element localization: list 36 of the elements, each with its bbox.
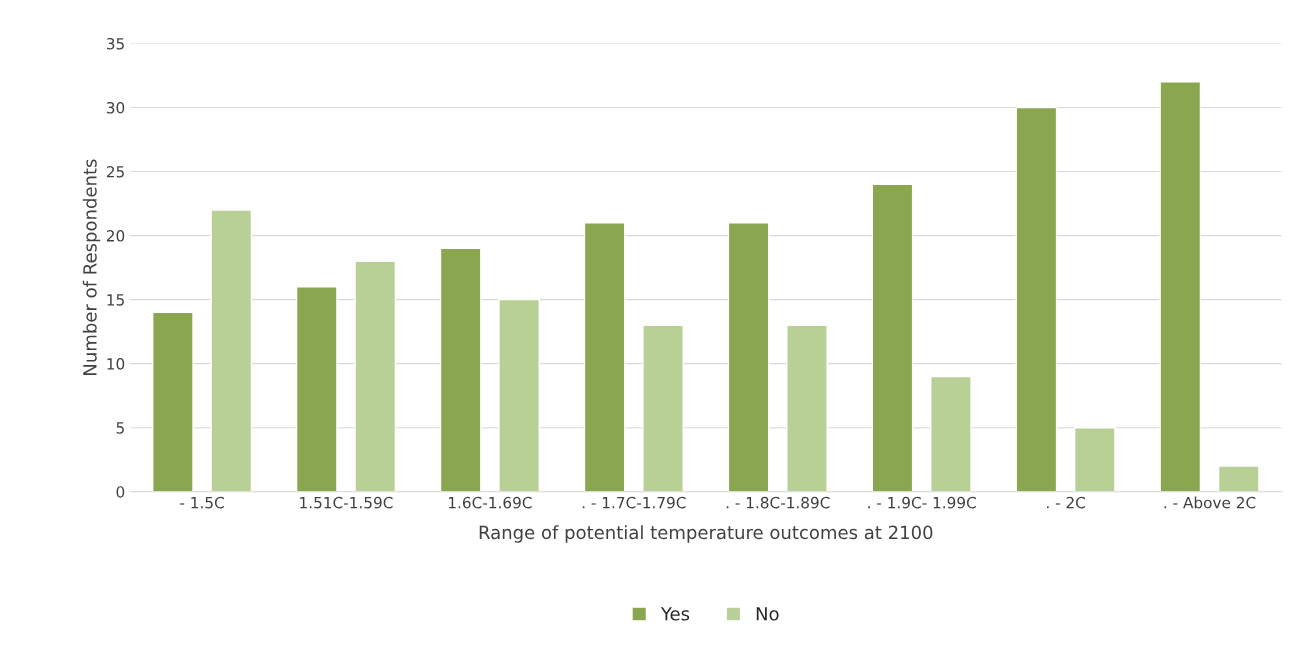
bar — [871, 183, 914, 492]
bar — [786, 324, 828, 492]
x-tick-label: 1.51C-1.59C — [300, 496, 393, 509]
bar — [1073, 426, 1116, 492]
y-tick-label: 35 — [106, 37, 124, 50]
x-tick-label: . - Above 2C — [1164, 496, 1256, 509]
x-tick-label: - 1.5C — [180, 496, 224, 509]
x-tick-label: . - 1.7C-1.79C — [582, 496, 686, 509]
bar — [354, 260, 397, 492]
bar — [1015, 106, 1058, 492]
y-tick-label: 20 — [106, 230, 125, 242]
y-axis-title: Number of Respondents — [82, 159, 101, 375]
x-axis-title: Range of potential temperature outcomes at 2100 — [479, 525, 933, 543]
y-tick-label: 30 — [106, 101, 125, 114]
bar — [930, 375, 972, 492]
bar — [439, 247, 482, 492]
bar — [1159, 81, 1202, 492]
bar — [210, 209, 253, 492]
y-tick-label: 0 — [116, 486, 125, 498]
x-tick-label: 1.6C-1.69C — [449, 496, 532, 509]
bar — [152, 311, 194, 492]
legend-label: Yes — [660, 607, 690, 621]
bar — [1217, 465, 1260, 492]
legend-label: No — [756, 607, 779, 621]
y-tick-label: 10 — [107, 358, 125, 370]
y-tick-label: 25 — [106, 166, 124, 178]
bar — [727, 222, 770, 492]
x-tick-label: . - 1.8C-1.89C — [726, 496, 830, 509]
y-tick-label: 15 — [107, 294, 124, 306]
x-tick-label: . - 2C — [1047, 496, 1086, 509]
y-tick-label: 5 — [116, 422, 124, 434]
x-tick-label: . - 1.9C- 1.99C — [868, 496, 976, 509]
bar — [295, 286, 338, 492]
bar — [498, 298, 540, 492]
bar — [583, 222, 626, 492]
bar — [642, 324, 684, 492]
